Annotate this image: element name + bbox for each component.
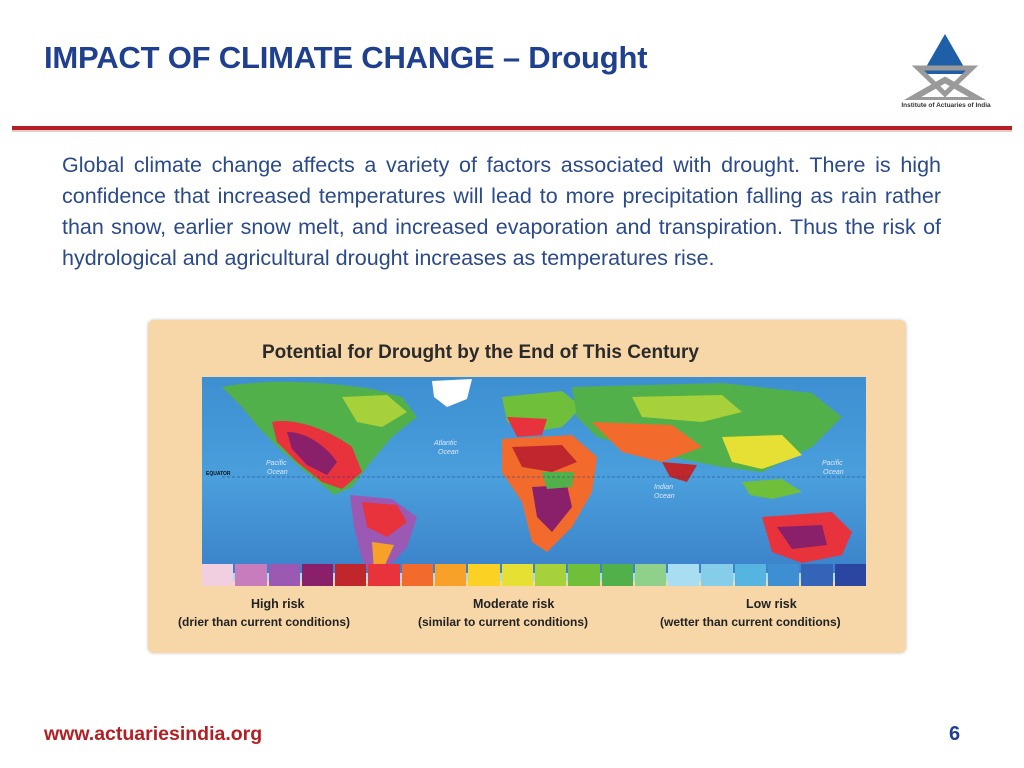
legend-low-risk: Low risk	[746, 597, 797, 611]
page-number: 6	[949, 723, 961, 745]
drought-map-figure: Potential for Drought by the End of This…	[148, 320, 906, 653]
color-scale-swatch	[268, 564, 300, 586]
legend-moderate-risk-sub: (similar to current conditions)	[418, 615, 589, 629]
body-paragraph: Global climate change affects a variety …	[62, 153, 941, 270]
legend-low-risk-sub: (wetter than current conditions)	[660, 615, 841, 629]
color-scale-swatch	[801, 564, 833, 586]
drought-color-scale	[202, 564, 866, 586]
ocean-label-pacific-west: Pacific	[822, 460, 843, 467]
color-scale-swatch	[834, 564, 866, 586]
ocean-label-atlantic-2: Ocean	[438, 449, 459, 456]
institute-logo: Institute of Actuaries of India	[896, 32, 996, 112]
logo-caption: Institute of Actuaries of India	[901, 102, 991, 109]
color-scale-swatch	[601, 564, 633, 586]
slide-title: IMPACT OF CLIMATE CHANGE – Drought	[44, 40, 648, 75]
ocean-label-atlantic: Atlantic	[433, 440, 457, 447]
equator-label: EQUATOR	[206, 471, 231, 477]
title-divider-shadow	[12, 130, 1012, 132]
color-scale-swatch	[668, 564, 700, 586]
logo-triangle-icon	[903, 34, 987, 100]
legend-moderate-risk: Moderate risk	[473, 597, 555, 611]
color-scale-swatch	[501, 564, 533, 586]
ocean-label-indian-2: Ocean	[654, 493, 675, 500]
color-scale-swatch	[734, 564, 767, 586]
color-scale-swatch	[368, 564, 400, 586]
color-scale-swatch	[301, 564, 334, 586]
ocean-label-pacific-east: Pacific	[266, 460, 287, 467]
world-map: Atlantic Ocean Pacific Ocean Pacific Oce…	[202, 377, 866, 581]
color-scale-swatch	[235, 564, 267, 586]
color-scale-swatch	[768, 564, 800, 586]
footer-website-link[interactable]: www.actuariesindia.org	[44, 723, 263, 745]
color-scale-swatch	[202, 564, 234, 586]
color-scale-swatch	[468, 564, 500, 586]
color-scale-swatch	[401, 564, 434, 586]
color-scale-swatch	[701, 564, 733, 586]
color-scale-swatch	[568, 564, 600, 586]
legend-high-risk: High risk	[251, 597, 305, 611]
ocean-label-indian: Indian	[654, 484, 673, 491]
ocean-label-pacific-east-2: Ocean	[267, 469, 288, 476]
color-scale-swatch	[534, 564, 567, 586]
color-scale-swatch	[634, 564, 667, 586]
ocean-label-pacific-west-2: Ocean	[823, 469, 844, 476]
map-title: Potential for Drought by the End of This…	[262, 342, 699, 363]
legend-high-risk-sub: (drier than current conditions)	[178, 615, 351, 629]
color-scale-swatch	[335, 564, 367, 586]
title-divider	[12, 126, 1012, 130]
color-scale-swatch	[435, 564, 467, 586]
